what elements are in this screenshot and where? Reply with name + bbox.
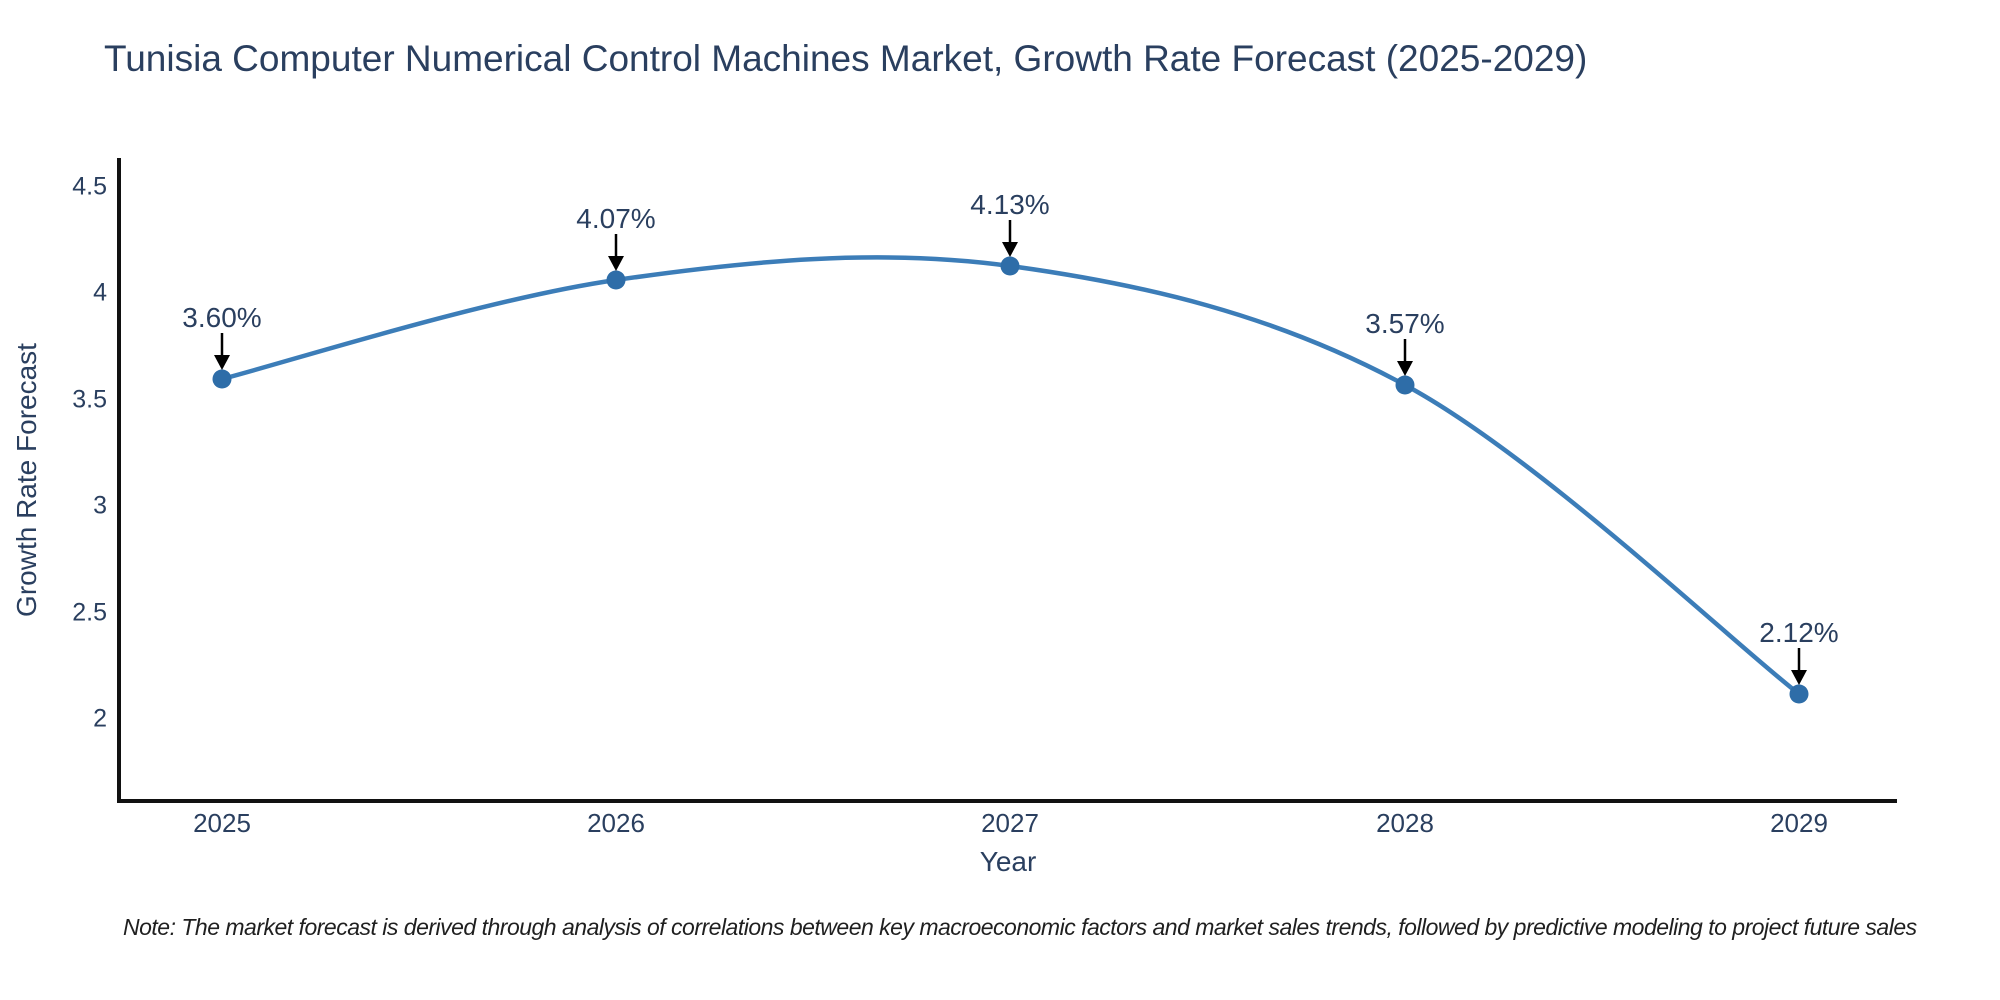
data-point-2029 [1789,684,1809,704]
annotation-arrow-2026 [608,234,624,271]
y-tick-label: 2.5 [72,598,107,627]
annotation-arrow-2028 [1397,339,1413,376]
x-axis-title: Year [979,846,1037,877]
x-tick-label: 2026 [587,808,645,838]
data-point-2027 [1000,256,1020,276]
note-text: Note: The market forecast is derived thr… [123,914,1917,940]
x-tick-label: 2025 [193,808,251,838]
annotation-arrow-2025 [214,333,230,370]
point-label: 4.07% [576,203,656,234]
point-label: 3.57% [1365,308,1445,339]
chart-title: Tunisia Computer Numerical Control Machi… [104,38,1588,79]
annotation-arrow-2027 [1002,220,1018,257]
data-point-2028 [1395,375,1415,395]
y-axis-title: Growth Rate Forecast [11,343,42,617]
y-tick-label: 3.5 [72,385,107,414]
x-tick-label: 2027 [981,808,1039,838]
data-point-2026 [606,270,626,290]
point-label: 4.13% [970,189,1050,220]
point-label: 3.60% [182,302,262,333]
y-tick-label: 4.5 [72,172,107,201]
y-tick-label: 4 [93,278,107,307]
point-label: 2.12% [1759,617,1839,648]
trend-line [219,255,1802,697]
x-tick-label: 2028 [1376,808,1434,838]
y-tick-label: 3 [93,491,107,520]
y-tick-label: 2 [93,704,107,733]
x-tick-label: 2029 [1770,808,1828,838]
data-point-2025 [212,369,232,389]
annotation-arrow-2029 [1791,648,1807,685]
